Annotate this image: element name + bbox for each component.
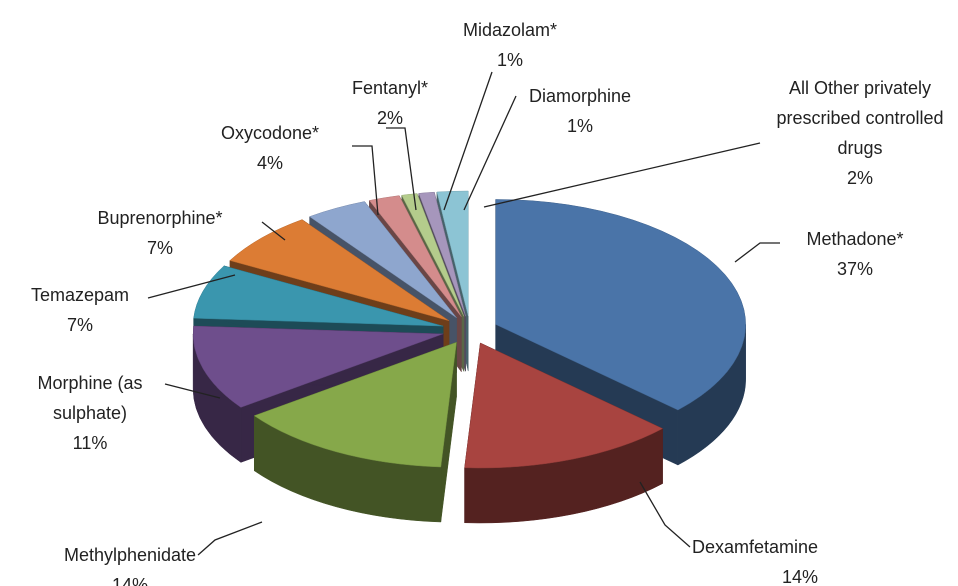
slice-top <box>253 341 457 468</box>
label-value: 1% <box>566 116 593 136</box>
data-label: Temazepam 7% <box>10 280 150 340</box>
label-name: Buprenorphine* <box>97 208 223 228</box>
leader-line <box>147 274 236 299</box>
leader-line <box>734 242 780 263</box>
label-value: 7% <box>146 238 173 258</box>
data-label: Midazolam* 1% <box>440 15 580 75</box>
slice <box>253 341 457 523</box>
slice-top <box>464 342 664 469</box>
label-name: All Other privately prescribed controlle… <box>776 78 944 158</box>
label-name: Midazolam* <box>462 20 558 40</box>
leader-line <box>261 221 286 241</box>
slice-top <box>309 201 457 318</box>
leader-line <box>483 142 761 208</box>
data-label: All Other privately prescribed controlle… <box>755 73 958 193</box>
label-name: Methylphenidate <box>63 545 197 565</box>
data-label: Buprenorphine* 7% <box>70 203 250 263</box>
slice-top <box>436 190 469 317</box>
label-value: 1% <box>496 50 523 70</box>
slice-top <box>193 265 444 327</box>
label-value: 11% <box>72 433 108 453</box>
leader-line <box>386 127 417 211</box>
leader-line <box>197 521 263 556</box>
data-label: Diamorphine 1% <box>505 81 655 141</box>
label-name: Dexamfetamine <box>692 537 819 557</box>
leader-line <box>639 481 691 548</box>
leader-line <box>352 145 379 216</box>
slice-top <box>418 191 466 317</box>
slice-top <box>229 219 450 321</box>
label-name: Methadone* <box>806 229 904 249</box>
label-value: 37% <box>836 259 874 279</box>
label-value: 2% <box>846 168 873 188</box>
data-label: Morphine (as sulphate) 11% <box>10 368 170 458</box>
slice-top <box>401 193 465 317</box>
label-value: 14% <box>111 575 149 586</box>
label-value: 14% <box>781 567 819 586</box>
label-name: Morphine (as sulphate) <box>37 373 143 423</box>
data-label: Dexamfetamine 14% <box>680 532 870 586</box>
data-label: Oxycodone* 4% <box>200 118 340 178</box>
data-label: Fentanyl* 2% <box>340 73 440 133</box>
label-name: Diamorphine <box>528 86 632 106</box>
slice-top <box>368 195 462 317</box>
leader-line <box>443 71 493 211</box>
data-label: Methadone* 37% <box>775 224 935 284</box>
slice-top <box>495 199 746 411</box>
label-value: 4% <box>256 153 283 173</box>
slice <box>464 342 664 524</box>
label-name: Fentanyl* <box>351 78 429 98</box>
slice-top <box>192 325 444 408</box>
label-value: 7% <box>66 315 93 335</box>
leader-line <box>463 95 517 211</box>
data-label: Methylphenidate 14% <box>50 540 210 586</box>
leader-line <box>164 383 221 399</box>
label-name: Oxycodone* <box>220 123 320 143</box>
label-value: 2% <box>376 108 403 128</box>
label-name: Temazepam <box>30 285 130 305</box>
